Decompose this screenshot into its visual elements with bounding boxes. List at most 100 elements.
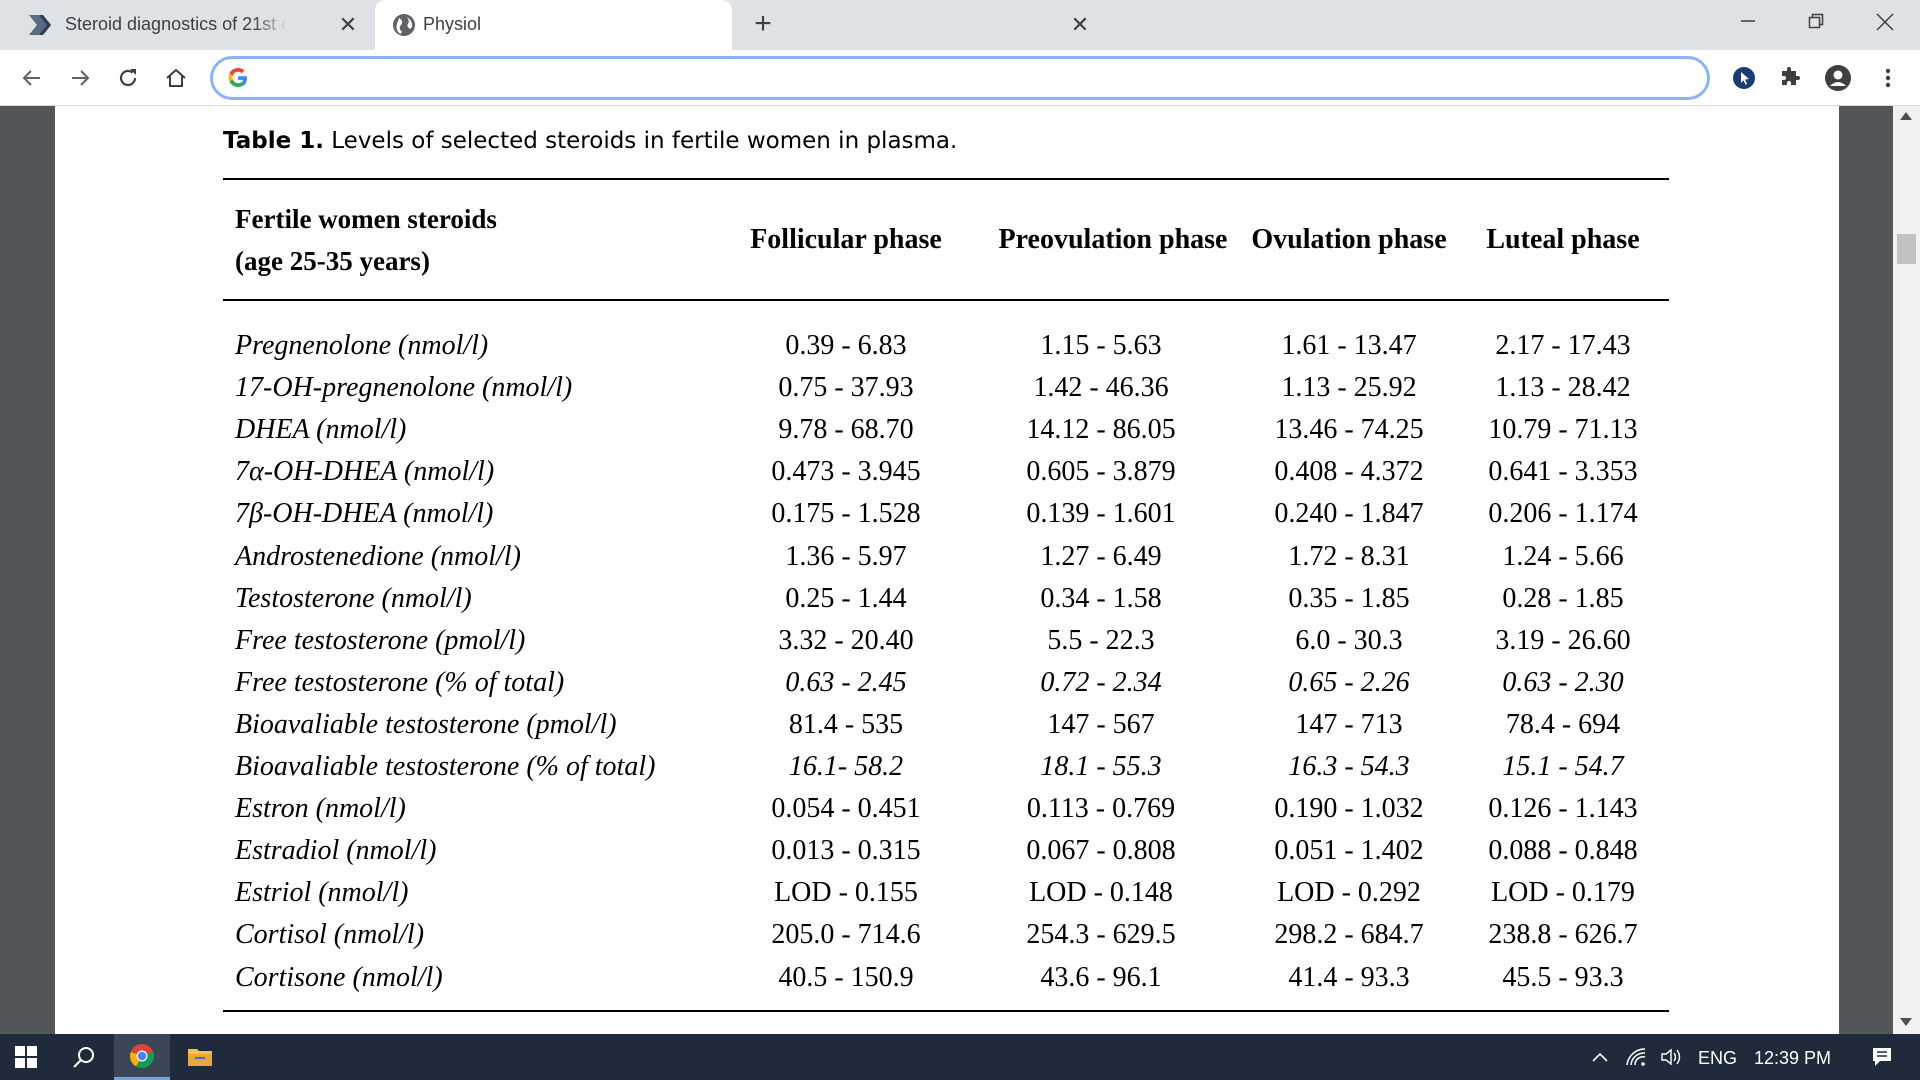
folder-icon xyxy=(188,1049,212,1066)
range-value: 1.42 - 46.36 xyxy=(1033,372,1169,404)
steroid-name: Pregnenolone (nmol/l) xyxy=(235,330,489,361)
table-header-rule xyxy=(223,299,1669,301)
extensions-button[interactable] xyxy=(1774,62,1806,94)
extension-button[interactable] xyxy=(1728,62,1760,94)
tab-steroid-diagnostics[interactable]: Steroid diagnostics of 21st centu ✕ xyxy=(0,0,365,50)
network-button[interactable] xyxy=(1620,1034,1652,1080)
table-row: Free testosterone (% of total) 0.63 - 2.4… xyxy=(55,667,1839,709)
arrow-left-icon xyxy=(22,70,40,86)
start-button[interactable] xyxy=(0,1034,52,1080)
new-tab-button[interactable]: + xyxy=(754,7,772,40)
tab-physiol[interactable]: Physiol ✕ xyxy=(375,0,1089,50)
range-value: 45.5 - 93.3 xyxy=(1502,961,1624,993)
steroid-name: Estron (nmol/l) xyxy=(235,793,406,825)
range-value: 15.1 - 54.7 xyxy=(1502,751,1624,782)
range-value: 1.15 - 5.63 xyxy=(1040,330,1162,361)
steroid-name: Free testosterone (% of total) xyxy=(235,666,565,698)
range-value: 0.28 - 1.85 xyxy=(1502,582,1624,614)
close-icon[interactable]: ✕ xyxy=(1070,12,1090,37)
minimize-button[interactable] xyxy=(1718,0,1778,44)
steroid-name: 17-OH-pregnenolone (nmol/l) xyxy=(235,372,573,404)
back-button[interactable] xyxy=(16,62,48,94)
steroid-name: DHEA (nmol/l) xyxy=(235,414,407,446)
column-header-follicular: Follicular phase xyxy=(750,224,942,255)
close-window-button[interactable] xyxy=(1855,0,1915,44)
table-row: Estron (nmol/l) 0.054 - 0.451 0.113 - 0.76… xyxy=(55,793,1839,835)
range-value: 0.75 - 37.93 xyxy=(778,372,914,404)
home-button[interactable] xyxy=(160,62,192,94)
range-value: 6.0 - 30.3 xyxy=(1295,624,1403,656)
show-hidden-icons-button[interactable] xyxy=(1584,1034,1616,1080)
range-value: 43.6 - 96.1 xyxy=(1040,961,1162,993)
range-value: 0.408 - 4.372 xyxy=(1274,456,1424,488)
range-value: LOD - 0.155 xyxy=(774,877,918,909)
tab-title: Steroid diagnostics of 21st centu xyxy=(65,14,287,34)
range-value: 0.605 - 3.879 xyxy=(1026,456,1176,488)
table-row: Cortisol (nmol/l) 205.0 - 714.6 254.3 - 62… xyxy=(55,919,1839,961)
search-button[interactable] xyxy=(56,1034,112,1080)
range-value: 18.1 - 55.3 xyxy=(1040,751,1162,782)
forward-button[interactable] xyxy=(64,62,96,94)
range-value: 81.4 - 535 xyxy=(788,708,904,740)
row-header-line2: (age 25-35 years) xyxy=(235,246,430,276)
range-value: LOD - 0.292 xyxy=(1277,877,1421,909)
steroid-name: Cortisol (nmol/l) xyxy=(235,919,425,951)
more-vertical-icon xyxy=(1885,68,1891,88)
table-row: Bioavaliable testosterone (% of total) 16… xyxy=(55,751,1839,793)
address-input[interactable] xyxy=(263,65,1663,91)
action-center-button[interactable] xyxy=(1856,1034,1908,1080)
range-value: 0.139 - 1.601 xyxy=(1026,498,1176,530)
row-header-line1: Fertile women steroids xyxy=(235,204,497,234)
range-value: 0.473 - 3.945 xyxy=(771,456,921,488)
range-value: 16.1- 58.2 xyxy=(788,751,904,782)
range-value: 0.34 - 1.58 xyxy=(1040,582,1162,614)
range-value: 41.4 - 93.3 xyxy=(1288,961,1410,993)
language-indicator[interactable]: ENG xyxy=(1698,1048,1738,1068)
steroid-name: Androstenedione (nmol/l) xyxy=(235,540,521,572)
vertical-scrollbar[interactable] xyxy=(1893,106,1920,1034)
account-icon xyxy=(1825,65,1851,91)
volume-button[interactable] xyxy=(1656,1034,1688,1080)
range-value: 16.3 - 54.3 xyxy=(1288,751,1410,782)
range-value: 0.641 - 3.353 xyxy=(1488,456,1638,488)
restore-button[interactable] xyxy=(1786,0,1846,44)
taskbar-chrome[interactable] xyxy=(114,1034,170,1080)
range-value: 1.13 - 25.92 xyxy=(1281,372,1417,404)
range-value: 1.61 - 13.47 xyxy=(1281,330,1417,361)
reload-button[interactable] xyxy=(112,62,144,94)
range-value: 205.0 - 714.6 xyxy=(771,919,921,951)
close-icon xyxy=(1876,13,1894,31)
close-icon[interactable]: ✕ xyxy=(338,12,358,37)
range-value: 0.051 - 1.402 xyxy=(1274,835,1424,867)
menu-button[interactable] xyxy=(1872,62,1904,94)
scroll-thumb[interactable] xyxy=(1897,234,1916,264)
table-row: 7α-OH-DHEA (nmol/l) 0.473 - 3.945 0.605 - … xyxy=(55,456,1839,498)
range-value: 0.190 - 1.032 xyxy=(1274,793,1424,825)
range-value: 1.27 - 6.49 xyxy=(1040,540,1162,572)
clock[interactable]: 12:39 PM xyxy=(1754,1048,1832,1068)
range-value: 0.63 - 2.30 xyxy=(1502,666,1624,698)
scroll-up-icon[interactable] xyxy=(1900,112,1912,120)
browser-toolbar xyxy=(0,50,1920,106)
range-value: 9.78 - 68.70 xyxy=(778,414,914,446)
steroid-name: Testosterone (nmol/l) xyxy=(235,582,472,614)
table-row: Estriol (nmol/l) LOD - 0.155 LOD - 0.148 LO… xyxy=(55,877,1839,919)
range-value: 3.32 - 20.40 xyxy=(778,624,914,656)
range-value: 13.46 - 74.25 xyxy=(1274,414,1424,446)
table-row: Testosterone (nmol/l) 0.25 - 1.44 0.34 - 1… xyxy=(55,583,1839,625)
scroll-down-icon[interactable] xyxy=(1900,1018,1912,1026)
range-value: 0.126 - 1.143 xyxy=(1488,793,1638,825)
speaker-icon xyxy=(1661,1048,1681,1066)
range-value: 147 - 567 xyxy=(1047,708,1155,740)
address-bar[interactable] xyxy=(210,56,1710,100)
caption-label: Table 1. xyxy=(223,128,324,154)
range-value: 238.8 - 626.7 xyxy=(1488,919,1638,951)
restore-icon xyxy=(1808,13,1824,29)
column-header-ovulation: Ovulation phase xyxy=(1251,224,1447,255)
range-value: 14.12 - 86.05 xyxy=(1026,414,1176,446)
table-top-rule xyxy=(223,178,1669,180)
profile-button[interactable] xyxy=(1822,62,1854,94)
range-value: 0.63 - 2.45 xyxy=(785,666,907,698)
taskbar-file-explorer[interactable] xyxy=(172,1034,228,1080)
search-icon xyxy=(73,1047,94,1068)
